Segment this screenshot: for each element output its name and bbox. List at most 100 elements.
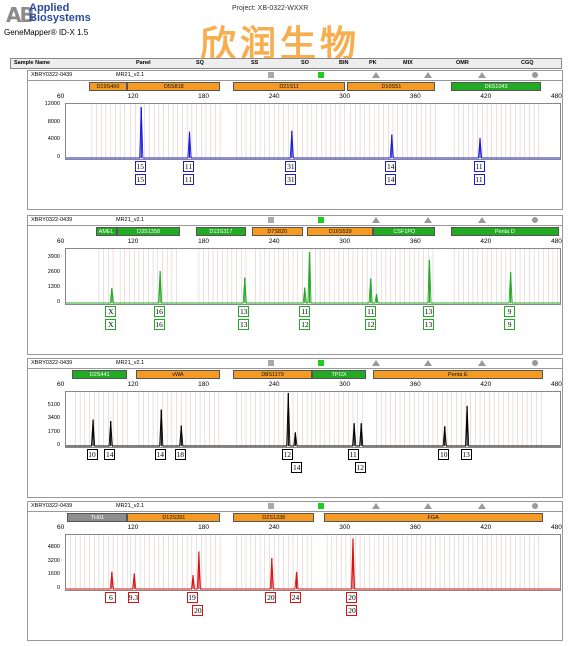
allele-call[interactable]: 13 (460, 449, 472, 460)
allele-call-secondary[interactable]: 15 (134, 174, 146, 185)
allele-call[interactable]: 14 (385, 161, 397, 172)
locus-d10s51[interactable]: D10S51 (347, 82, 436, 91)
allele-call[interactable]: 11 (365, 306, 377, 317)
allele-call-secondary[interactable]: 20 (192, 605, 204, 616)
x-tick-label: 300 (339, 93, 351, 100)
col-pk[interactable]: PK (369, 60, 377, 66)
col-sq[interactable]: SQ (196, 60, 204, 66)
y-tick-label: 4000 (47, 136, 60, 143)
locus-fga[interactable]: FGA (323, 513, 543, 522)
allele-call[interactable]: 9.3 (127, 592, 139, 603)
col-ss[interactable]: SS (251, 60, 259, 66)
allele-call[interactable]: 31 (285, 161, 297, 172)
panel-header: XBRY0322-0439 MR21_v2.1 (28, 216, 562, 226)
x-tick-label: 360 (409, 93, 421, 100)
allele-call-secondary[interactable]: 16 (153, 319, 165, 330)
locus-d2s441[interactable]: D2S441 (72, 370, 128, 379)
cgq-quality-icon (532, 503, 538, 509)
electropherogram-plot[interactable] (65, 534, 561, 591)
col-mix[interactable]: MIX (403, 60, 413, 66)
ss-quality-icon (318, 72, 324, 78)
locus-d21s11[interactable]: D21S11 (233, 82, 345, 91)
col-omr[interactable]: OMR (456, 60, 469, 66)
allele-call-secondary[interactable]: 11 (183, 174, 194, 185)
col-so[interactable]: SO (301, 60, 309, 66)
allele-call[interactable]: 12 (281, 449, 293, 460)
allele-call-secondary[interactable]: 31 (285, 174, 297, 185)
col-bin[interactable]: BIN (339, 60, 349, 66)
allele-call[interactable]: 20 (346, 592, 358, 603)
trace-svg (66, 392, 560, 447)
x-tick-label: 300 (339, 238, 351, 245)
allele-call[interactable]: 15 (134, 161, 146, 172)
locus-d7s820[interactable]: D7S820 (252, 227, 303, 236)
allele-call-secondary[interactable]: 12 (354, 462, 366, 473)
omr-quality-icon (478, 217, 486, 223)
allele-call[interactable]: X (105, 306, 117, 317)
allele-call[interactable]: 13 (238, 306, 250, 317)
panel-kit: MR21_v2.1 (116, 360, 145, 366)
pk-quality-icon (372, 72, 380, 78)
locus-d19s400[interactable]: D19S400 (88, 82, 128, 91)
allele-call[interactable]: 9 (504, 306, 516, 317)
locus-penta-e[interactable]: Penta E (373, 370, 543, 379)
locus-penta-d[interactable]: Penta D (450, 227, 559, 236)
allele-call-secondary[interactable]: 11 (473, 174, 485, 185)
locus-th01[interactable]: TH01 (67, 513, 128, 522)
locus-tpox[interactable]: TPOX (312, 370, 367, 379)
electropherogram-plot[interactable] (65, 391, 561, 448)
allele-call[interactable]: 18 (174, 449, 186, 460)
allele-call[interactable]: 11 (183, 161, 194, 172)
col-cgq[interactable]: CGQ (521, 60, 534, 66)
x-tick-label: 420 (480, 93, 492, 100)
allele-call[interactable]: 13 (422, 306, 434, 317)
allele-call[interactable]: 11 (473, 161, 485, 172)
allele-call[interactable]: 10 (86, 449, 98, 460)
electropherogram-plot[interactable] (65, 103, 561, 160)
x-tick-label: 120 (127, 381, 139, 388)
locus-vwa[interactable]: vWA (135, 370, 221, 379)
locus-d2s1338[interactable]: D2S1338 (233, 513, 315, 522)
y-tick-label: 0 (56, 585, 60, 591)
col-sample-name[interactable]: Sample Name (14, 60, 51, 66)
locus-d5s818[interactable]: D5S818 (127, 82, 221, 91)
allele-call[interactable]: 16 (153, 306, 165, 317)
allele-call-secondary[interactable]: 20 (346, 605, 358, 616)
panel-kit: MR21_v2.1 (116, 503, 145, 509)
locus-d16s539[interactable]: D16S539 (307, 227, 374, 236)
allele-call-secondary[interactable]: X (105, 319, 117, 330)
allele-call-secondary[interactable]: 13 (238, 319, 250, 330)
locus-csf1po[interactable]: CSF1PO (373, 227, 436, 236)
allele-call[interactable]: 10 (438, 449, 450, 460)
col-panel[interactable]: Panel (136, 60, 151, 66)
locus-d8s1179[interactable]: D8S1179 (233, 370, 312, 379)
allele-call[interactable]: 6 (105, 592, 117, 603)
sample-panel: XBRY0322-0439 MR21_v2.1 D19S400 D5S818 D21S1… (27, 70, 563, 210)
allele-call-secondary[interactable]: 13 (422, 319, 434, 330)
allele-call[interactable]: 11 (299, 306, 311, 317)
allele-call-secondary[interactable]: 12 (299, 319, 311, 330)
locus-d12s391[interactable]: D12S391 (127, 513, 221, 522)
locus-d13s317[interactable]: D13S317 (195, 227, 247, 236)
allele-call-secondary[interactable]: 12 (365, 319, 377, 330)
cgq-quality-icon (532, 72, 538, 78)
locus-amel[interactable]: AMEL (95, 227, 117, 236)
allele-call[interactable]: 20 (265, 592, 277, 603)
allele-call-secondary[interactable]: 14 (291, 462, 303, 473)
allele-call[interactable]: 14 (104, 449, 116, 460)
x-tick-label: 480 (551, 93, 562, 100)
locus-d3s1358[interactable]: D3S1358 (116, 227, 181, 236)
locus-d6s1043[interactable]: D6S1043 (450, 82, 542, 91)
sample-name: XBRY0322-0439 (31, 72, 73, 78)
x-tick-label: 420 (480, 238, 492, 245)
allele-call[interactable]: 11 (347, 449, 359, 460)
y-tick-label: 12000 (44, 101, 60, 108)
allele-call[interactable]: 19 (186, 592, 198, 603)
allele-call[interactable]: 24 (290, 592, 302, 603)
x-tick-label: 240 (268, 381, 280, 388)
allele-call-secondary[interactable]: 14 (385, 174, 397, 185)
allele-call-secondary[interactable]: 9 (504, 319, 516, 330)
electropherogram-plot[interactable] (65, 248, 561, 305)
omr-quality-icon (478, 72, 486, 78)
allele-call[interactable]: 14 (154, 449, 166, 460)
